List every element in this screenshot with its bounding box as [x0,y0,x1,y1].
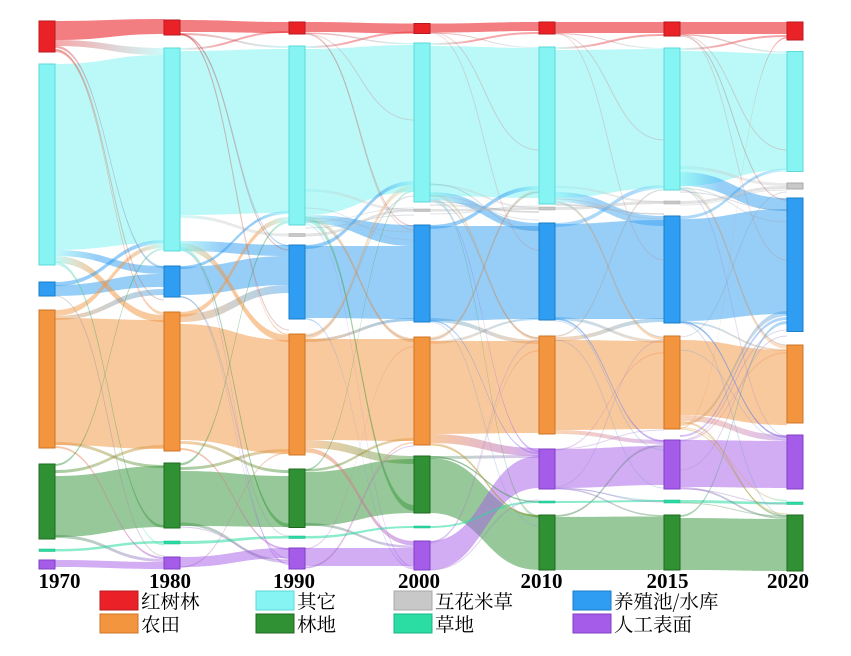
svg-text:2000: 2000 [398,569,440,593]
svg-text:1970: 1970 [39,569,81,593]
svg-text:2015: 2015 [647,569,689,593]
svg-text:1990: 1990 [273,569,315,593]
svg-text:2010: 2010 [521,569,563,593]
svg-text:2020: 2020 [767,569,809,593]
svg-text:1980: 1980 [149,569,191,593]
